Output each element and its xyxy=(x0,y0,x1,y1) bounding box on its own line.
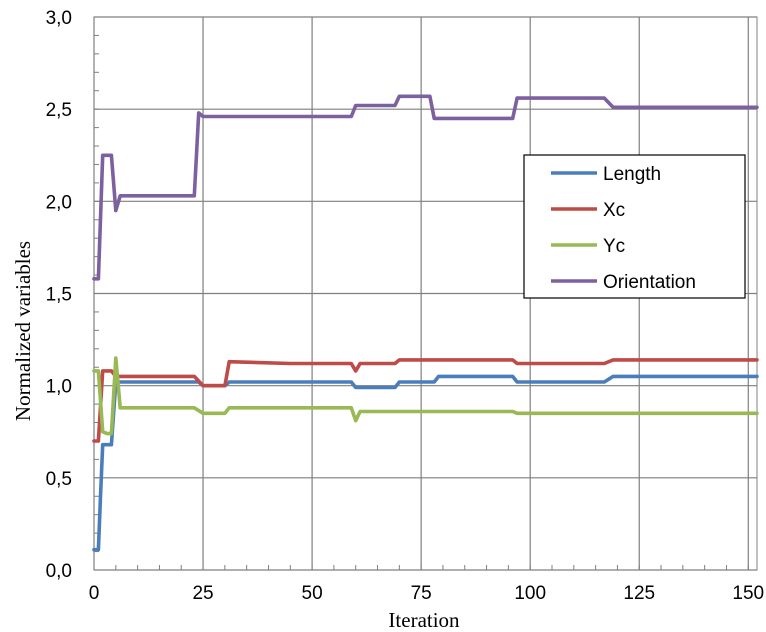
y-tick-label: 1,5 xyxy=(46,285,72,306)
series-line-length xyxy=(92,374,759,552)
y-tick-label: 1,0 xyxy=(46,377,72,398)
y-axis-title: Normalized variables xyxy=(11,241,35,421)
x-axis-title: Iteration xyxy=(388,608,460,632)
x-tick-label: 0 xyxy=(89,583,100,604)
x-tick-label: 150 xyxy=(732,583,764,604)
y-tick-label: 3,0 xyxy=(46,8,72,29)
y-tick-label: 2,5 xyxy=(46,100,72,121)
y-tick-label: 2,0 xyxy=(46,192,72,213)
x-tick-label: 75 xyxy=(411,583,432,604)
x-tick-label: 50 xyxy=(302,583,323,604)
series-lines xyxy=(92,94,759,552)
y-axis-tick-labels: 0,0 0,5 1,0 1,5 2,0 2,5 3,0 xyxy=(46,8,72,582)
x-tick-label: 125 xyxy=(623,583,655,604)
series-line-orientation xyxy=(92,94,759,281)
series-line-xc xyxy=(92,358,759,443)
x-axis-tick-labels: 0 25 50 75 100 125 150 xyxy=(89,583,764,604)
legend-label-xc: Xc xyxy=(603,200,625,221)
legend-label-orientation: Orientation xyxy=(603,272,696,293)
legend: Length Xc Yc Orientation xyxy=(523,154,746,299)
grid-lines xyxy=(93,16,757,571)
y-tick-label: 0,0 xyxy=(46,561,72,582)
legend-label-length: Length xyxy=(603,164,661,185)
legend-box xyxy=(523,154,746,299)
x-tick-label: 25 xyxy=(192,583,213,604)
legend-label-yc: Yc xyxy=(603,236,625,257)
x-tick-label: 100 xyxy=(514,583,546,604)
y-tick-label: 0,5 xyxy=(46,469,72,490)
minor-ticks xyxy=(93,16,749,571)
series-line-yc xyxy=(92,356,759,436)
